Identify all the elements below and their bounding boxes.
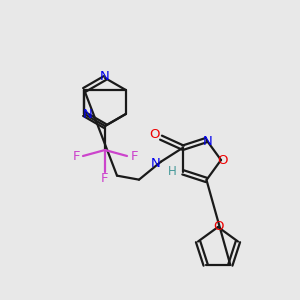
Text: O: O xyxy=(213,220,223,233)
Text: N: N xyxy=(100,70,110,83)
Text: N: N xyxy=(82,107,92,121)
Text: F: F xyxy=(72,149,80,163)
Text: H: H xyxy=(168,165,176,178)
Text: O: O xyxy=(149,128,159,141)
Text: N: N xyxy=(202,134,212,148)
Text: N: N xyxy=(151,157,161,170)
Text: F: F xyxy=(130,149,138,163)
Text: O: O xyxy=(218,154,228,166)
Text: F: F xyxy=(101,172,109,185)
